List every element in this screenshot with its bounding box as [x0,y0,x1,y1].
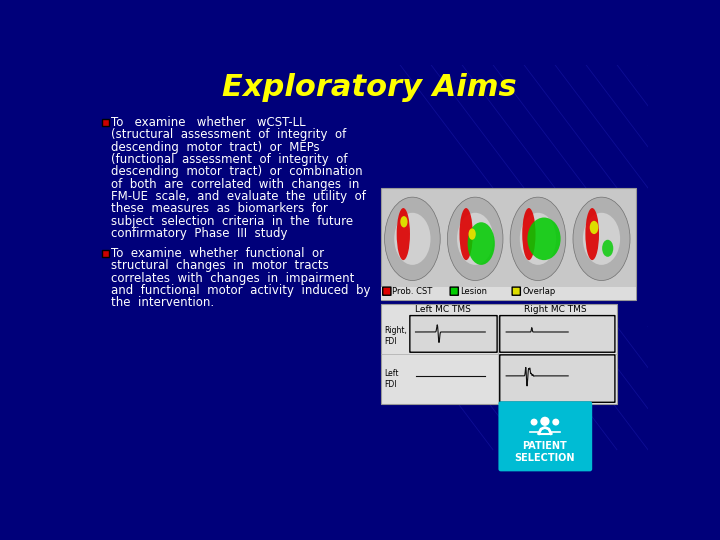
Ellipse shape [527,218,561,260]
Ellipse shape [585,208,599,260]
FancyBboxPatch shape [381,188,636,300]
Text: Left MC TMS: Left MC TMS [415,305,471,314]
Text: Prob. CST: Prob. CST [392,287,433,296]
Text: To  examine  whether  functional  or: To examine whether functional or [111,247,324,260]
Ellipse shape [447,197,503,280]
Circle shape [552,418,559,426]
FancyBboxPatch shape [381,303,617,403]
Text: descending  motor  tract)  or  MEPs: descending motor tract) or MEPs [111,141,320,154]
Ellipse shape [459,208,473,260]
Ellipse shape [400,216,408,227]
Text: (functional  assessment  of  integrity  of: (functional assessment of integrity of [111,153,348,166]
Text: descending  motor  tract)  or  combination: descending motor tract) or combination [111,165,363,178]
Text: PATIENT
SELECTION: PATIENT SELECTION [515,441,575,463]
FancyBboxPatch shape [500,315,615,352]
FancyBboxPatch shape [102,249,109,256]
Text: and  functional  motor  activity  induced  by: and functional motor activity induced by [111,284,370,297]
FancyBboxPatch shape [383,287,391,295]
Text: (structural  assessment  of  integrity  of: (structural assessment of integrity of [111,129,346,141]
Circle shape [531,418,538,426]
Text: confirmatory  Phase  III  study: confirmatory Phase III study [111,227,287,240]
FancyBboxPatch shape [500,355,615,402]
Ellipse shape [590,221,598,234]
FancyBboxPatch shape [410,315,497,352]
Ellipse shape [467,222,495,265]
Text: To   examine   whether   wCST-LL: To examine whether wCST-LL [111,116,305,129]
Ellipse shape [583,213,620,265]
Circle shape [540,417,549,426]
Ellipse shape [395,213,431,265]
FancyBboxPatch shape [450,287,459,295]
Ellipse shape [384,197,440,280]
FancyBboxPatch shape [102,119,109,126]
Ellipse shape [457,213,493,265]
Text: of  both  are  correlated  with  changes  in: of both are correlated with changes in [111,178,359,191]
Text: the  intervention.: the intervention. [111,296,214,309]
Text: Right,
FDI: Right, FDI [384,326,408,346]
Text: correlates  with  changes  in  impairment: correlates with changes in impairment [111,272,354,285]
Text: Exploratory Aims: Exploratory Aims [222,73,516,103]
Text: Right MC TMS: Right MC TMS [523,305,586,314]
Text: Left
FDI: Left FDI [384,369,399,389]
Text: Lesion: Lesion [461,287,487,296]
FancyBboxPatch shape [498,401,593,471]
Ellipse shape [602,240,613,257]
Ellipse shape [397,208,410,260]
FancyBboxPatch shape [381,287,636,300]
Ellipse shape [469,228,476,240]
Text: structural  changes  in  motor  tracts: structural changes in motor tracts [111,259,328,272]
Ellipse shape [573,197,630,280]
Text: subject  selection  criteria  in  the  future: subject selection criteria in the future [111,214,353,228]
Text: FM-UE  scale,  and  evaluate  the  utility  of: FM-UE scale, and evaluate the utility of [111,190,366,203]
Text: Overlap: Overlap [523,287,556,296]
Ellipse shape [520,213,556,265]
Ellipse shape [522,208,536,260]
Ellipse shape [510,197,566,280]
Text: these  measures  as  biomarkers  for: these measures as biomarkers for [111,202,328,215]
FancyBboxPatch shape [512,287,521,295]
